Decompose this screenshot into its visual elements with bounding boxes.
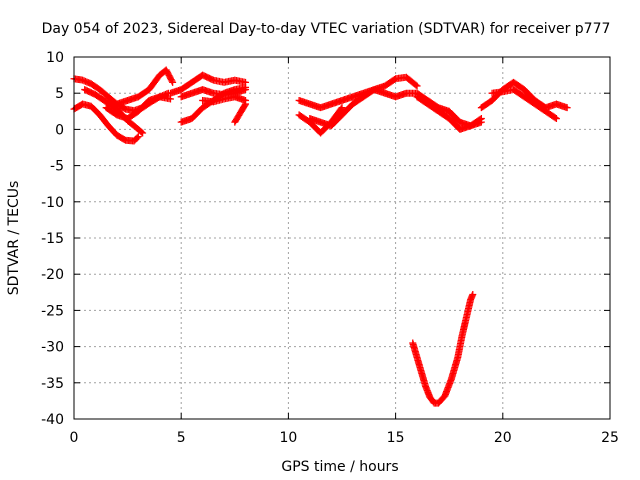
- data-point: [412, 81, 420, 89]
- x-tick-label: 10: [279, 430, 297, 446]
- x-tick-label: 15: [387, 430, 405, 446]
- x-tick-labels: 0 5 10 15 20 25: [70, 430, 619, 446]
- y-tick-label: -25: [41, 303, 64, 319]
- y-axis-label: SDTVAR / TECUs: [6, 181, 22, 296]
- axis-ticks: [73, 56, 611, 420]
- data-point: [469, 290, 477, 298]
- y-tick-label: 0: [55, 122, 64, 138]
- series-arc17: [409, 290, 477, 407]
- data-point: [242, 86, 250, 94]
- y-tick-label: -20: [41, 267, 64, 283]
- chart-title: Day 054 of 2023, Sidereal Day-to-day VTE…: [42, 21, 611, 37]
- data-point: [139, 129, 147, 137]
- data-point: [413, 82, 421, 90]
- data-point: [563, 104, 571, 112]
- y-tick-label: -40: [41, 412, 64, 428]
- data-point: [551, 114, 559, 122]
- y-tick-label: -35: [41, 376, 64, 392]
- x-tick-label: 5: [177, 430, 186, 446]
- data-point: [134, 133, 142, 141]
- y-tick-label: -30: [41, 340, 64, 356]
- y-tick-label: 5: [55, 86, 64, 102]
- x-tick-label: 20: [494, 430, 512, 446]
- series-arc16: [488, 86, 560, 123]
- data-point: [477, 118, 485, 126]
- series-arc5: [113, 66, 177, 108]
- data-point: [169, 78, 177, 86]
- series-arc10: [231, 100, 250, 126]
- data-point: [241, 101, 249, 109]
- series-arc8: [177, 86, 250, 101]
- y-tick-labels: 10 5 0 -5 -10 -15 -20 -25 -30 -35 -40: [41, 50, 64, 428]
- data-marks: [70, 66, 571, 407]
- series-arc14: [413, 93, 485, 133]
- data-point: [552, 115, 560, 123]
- x-axis-label: GPS time / hours: [281, 459, 398, 475]
- series-arc9: [199, 93, 250, 106]
- series-arc2: [70, 100, 142, 145]
- data-point: [337, 105, 345, 113]
- x-tick-label: 0: [70, 430, 79, 446]
- y-tick-label: -5: [50, 159, 64, 175]
- series-arc4: [81, 86, 147, 137]
- x-tick-label: 25: [601, 430, 619, 446]
- data-point: [133, 134, 141, 142]
- data-point: [338, 104, 346, 112]
- data-point: [138, 128, 146, 136]
- y-tick-label: 10: [46, 50, 64, 66]
- data-point: [168, 77, 176, 85]
- data-point: [242, 100, 250, 108]
- series-arc6: [166, 71, 250, 97]
- y-tick-label: -10: [41, 195, 64, 211]
- y-tick-label: -15: [41, 231, 64, 247]
- series-arc3: [102, 93, 174, 123]
